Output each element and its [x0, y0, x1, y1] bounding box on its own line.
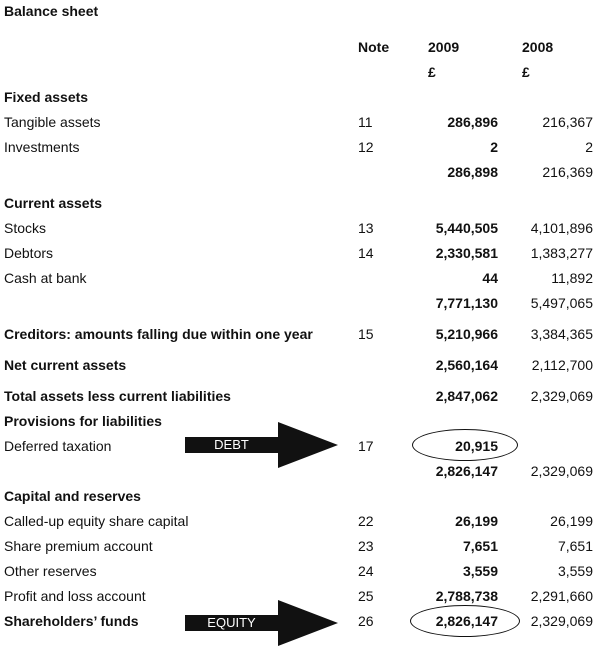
row-label: Share premium account — [4, 538, 153, 554]
row-note: 14 — [358, 245, 374, 261]
row-label: Stocks — [4, 220, 47, 236]
row-label: Tangible assets — [4, 114, 101, 130]
row-value-2008: 3,384,365 — [530, 326, 593, 342]
row-label: Investments — [4, 139, 80, 155]
row-value-2009: 2,847,062 — [435, 388, 498, 404]
row-value-2008: 2,291,660 — [530, 588, 593, 604]
row-value-2008: 4,101,896 — [530, 220, 593, 236]
row-note: 22 — [358, 513, 374, 529]
row-value-2008: 11,892 — [551, 270, 593, 286]
row-value-2009: 2 — [490, 139, 498, 155]
row-note: 11 — [358, 114, 373, 130]
row-label: Cash at bank — [4, 270, 87, 286]
row-note: 24 — [358, 563, 374, 579]
row-value-2009: 2,826,147 — [435, 613, 498, 629]
row-value-2009: 26,199 — [455, 513, 498, 529]
row-value-2009: 3,559 — [462, 563, 498, 579]
row-value-2008: 26,199 — [550, 513, 593, 529]
debt-arrow-icon — [185, 422, 338, 468]
row-note: 13 — [358, 220, 374, 236]
equity-arrow-icon — [185, 600, 338, 646]
section-provisions: Provisions for liabilities — [4, 413, 162, 429]
column-header-note: Note — [358, 39, 390, 55]
subtotal-2008: 5,497,065 — [530, 295, 593, 311]
row-label: Called-up equity share capital — [4, 513, 189, 529]
row-note: 15 — [358, 326, 374, 342]
subtotal-2009: 7,771,130 — [435, 295, 498, 311]
subtotal-2008: 2,329,069 — [530, 463, 593, 479]
section-capital-reserves: Capital and reserves — [4, 488, 141, 504]
column-header-2008: 2008 — [522, 39, 554, 55]
subtotal-2009: 2,826,147 — [435, 463, 498, 479]
row-value-2008: 2,112,700 — [531, 357, 593, 373]
row-note: 26 — [358, 613, 374, 629]
row-label-net-current-assets: Net current assets — [4, 357, 127, 373]
page-title: Balance sheet — [4, 3, 99, 19]
row-value-2009: 286,896 — [447, 114, 498, 130]
row-note: 23 — [358, 538, 374, 554]
row-label: Deferred taxation — [4, 438, 112, 454]
debt-highlight-ellipse — [412, 429, 518, 461]
subtotal-2009: 286,898 — [447, 164, 498, 180]
row-value-2008: 2,329,069 — [530, 613, 593, 629]
equity-highlight-ellipse — [410, 605, 520, 637]
section-fixed-assets: Fixed assets — [4, 89, 89, 105]
row-label-total-assets: Total assets less current liabilities — [4, 388, 231, 404]
row-value-2009: 5,440,505 — [435, 220, 498, 236]
debt-arrow-label: DEBT — [214, 437, 249, 452]
row-value-2009: 2,788,738 — [435, 588, 498, 604]
column-header-2009: 2009 — [428, 39, 460, 55]
row-label-creditors: Creditors: amounts falling due within on… — [4, 326, 313, 342]
row-value-2008: 2,329,069 — [530, 388, 593, 404]
subtotal-2008: 216,369 — [542, 164, 593, 180]
row-note: 25 — [358, 588, 374, 604]
row-value-2009: 7,651 — [462, 538, 498, 554]
row-label: Profit and loss account — [4, 588, 146, 604]
unit-2008: £ — [522, 64, 530, 80]
row-value-2008: 1,383,277 — [530, 245, 593, 261]
row-value-2009: 2,330,581 — [435, 245, 498, 261]
equity-arrow-label: EQUITY — [207, 615, 256, 630]
row-value-2008: 3,559 — [557, 563, 593, 579]
row-label: Debtors — [4, 245, 54, 261]
row-value-2009: 20,915 — [455, 438, 498, 454]
row-label-shareholders-funds: Shareholders’ funds — [4, 613, 139, 629]
row-value-2008: 2 — [585, 139, 593, 155]
row-note: 17 — [358, 438, 374, 454]
unit-2009: £ — [428, 64, 436, 80]
row-value-2009: 2,560,164 — [435, 357, 498, 373]
row-value-2009: 44 — [482, 270, 498, 286]
row-value-2008: 7,651 — [557, 538, 593, 554]
row-note: 12 — [358, 139, 374, 155]
section-current-assets: Current assets — [4, 195, 103, 211]
row-value-2009: 5,210,966 — [435, 326, 498, 342]
row-value-2008: 216,367 — [542, 114, 593, 130]
row-label: Other reserves — [4, 563, 97, 579]
